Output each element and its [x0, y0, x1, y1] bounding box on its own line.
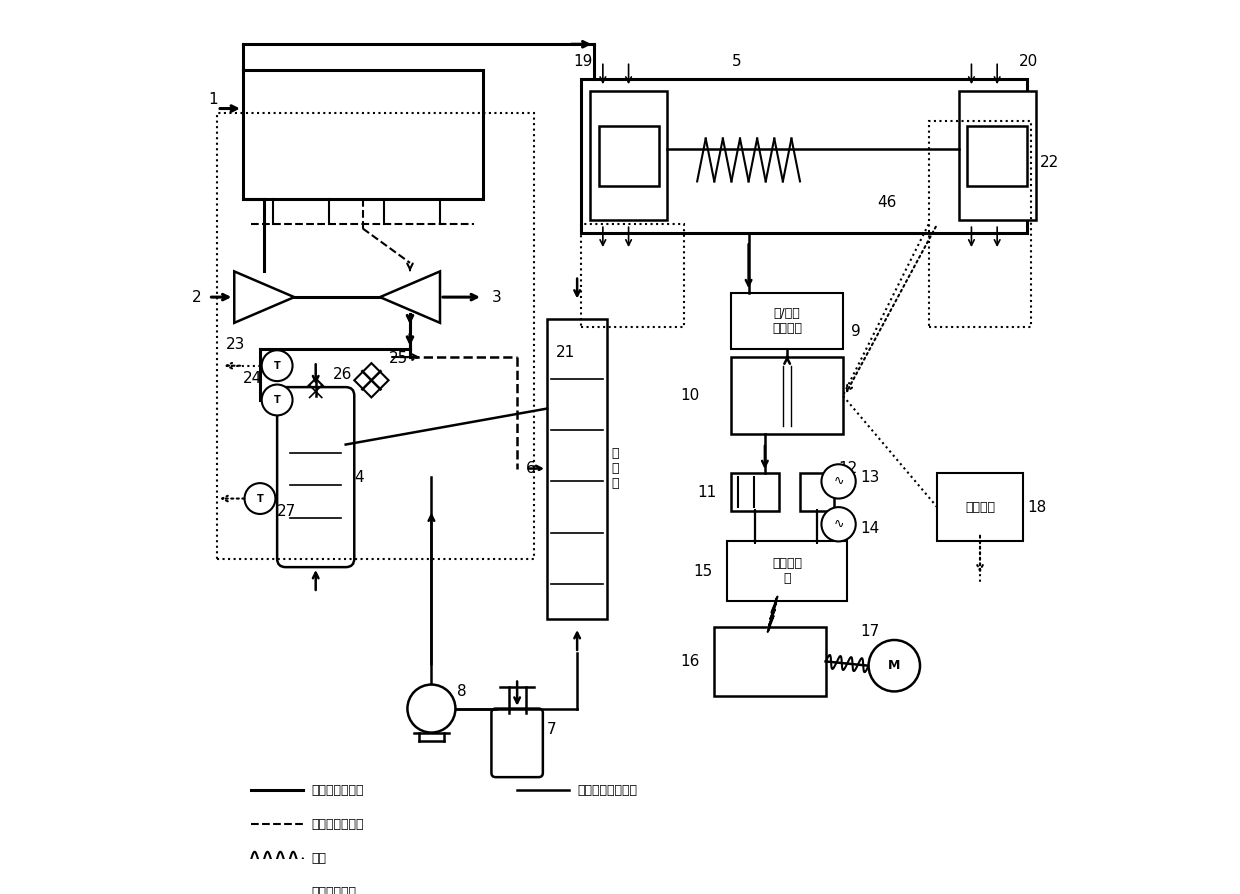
FancyBboxPatch shape [277, 387, 355, 567]
Text: 有机朗肯循环管路: 有机朗肯循环管路 [577, 783, 637, 797]
Text: 25: 25 [388, 351, 408, 367]
Text: 5: 5 [732, 54, 742, 69]
Text: 19: 19 [573, 54, 593, 69]
Polygon shape [303, 378, 329, 404]
Circle shape [262, 384, 293, 416]
Bar [582, 224, 684, 327]
Text: 3: 3 [491, 290, 501, 305]
Text: 10: 10 [680, 388, 699, 403]
Text: 内燃机排气管路: 内燃机排气管路 [311, 818, 363, 831]
Text: 24: 24 [243, 371, 262, 386]
Text: ∿: ∿ [833, 518, 844, 531]
Text: 18: 18 [1027, 500, 1047, 515]
Text: M: M [888, 659, 900, 672]
Circle shape [262, 350, 293, 381]
Text: 冷
凝
器: 冷 凝 器 [611, 447, 619, 490]
Text: T: T [274, 360, 280, 371]
Text: 2: 2 [191, 290, 201, 305]
Text: 9: 9 [852, 325, 862, 340]
Text: 采集控制线路: 采集控制线路 [311, 886, 356, 894]
Text: 11: 11 [697, 485, 717, 500]
Circle shape [976, 91, 993, 108]
Text: 功率分配
器: 功率分配 器 [773, 558, 802, 586]
Text: 26: 26 [332, 367, 352, 382]
Text: 23: 23 [226, 337, 246, 351]
Bar [217, 113, 534, 559]
Text: 22: 22 [1040, 155, 1059, 170]
Circle shape [821, 464, 856, 499]
Polygon shape [419, 700, 444, 717]
Circle shape [632, 91, 650, 108]
Polygon shape [632, 215, 650, 232]
Circle shape [244, 483, 275, 514]
Bar [732, 357, 843, 434]
Text: 7: 7 [547, 722, 557, 738]
Circle shape [408, 685, 455, 732]
Bar [800, 473, 835, 511]
Bar [967, 126, 1027, 186]
Text: 46: 46 [877, 195, 897, 210]
Bar [590, 91, 667, 220]
Polygon shape [1002, 215, 1018, 232]
Text: 控制单元: 控制单元 [965, 501, 994, 514]
Circle shape [868, 640, 920, 691]
Text: 17: 17 [861, 624, 879, 639]
Text: 27: 27 [277, 504, 296, 519]
Text: 交/直流
电转换器: 交/直流 电转换器 [773, 307, 802, 334]
Bar [959, 91, 1035, 220]
Circle shape [608, 91, 624, 108]
Text: 8: 8 [458, 684, 466, 699]
Text: 6: 6 [526, 461, 536, 477]
Bar [929, 122, 1032, 327]
Polygon shape [976, 215, 993, 232]
Text: 4: 4 [355, 469, 363, 485]
Bar [727, 542, 847, 602]
Text: 15: 15 [693, 564, 712, 579]
FancyBboxPatch shape [491, 709, 543, 777]
Text: 12: 12 [838, 461, 858, 477]
Text: ∿: ∿ [833, 475, 844, 488]
Bar [243, 70, 482, 198]
Text: T: T [274, 395, 280, 405]
Bar [937, 473, 1023, 542]
Bar [732, 473, 779, 511]
Bar [714, 627, 826, 696]
Text: 21: 21 [556, 345, 575, 360]
Text: 13: 13 [861, 469, 879, 485]
Circle shape [1002, 91, 1018, 108]
Bar [599, 126, 658, 186]
Bar [582, 79, 1027, 232]
Circle shape [821, 507, 856, 542]
Bar [547, 318, 608, 619]
Polygon shape [608, 215, 624, 232]
Text: 1: 1 [208, 92, 218, 107]
Text: 内燃机进气管路: 内燃机进气管路 [311, 783, 363, 797]
Text: 14: 14 [861, 521, 879, 536]
Text: T: T [257, 493, 263, 503]
Bar [732, 293, 843, 349]
Text: 电路: 电路 [311, 852, 326, 865]
Text: 20: 20 [1018, 54, 1038, 69]
Text: 16: 16 [680, 654, 699, 669]
